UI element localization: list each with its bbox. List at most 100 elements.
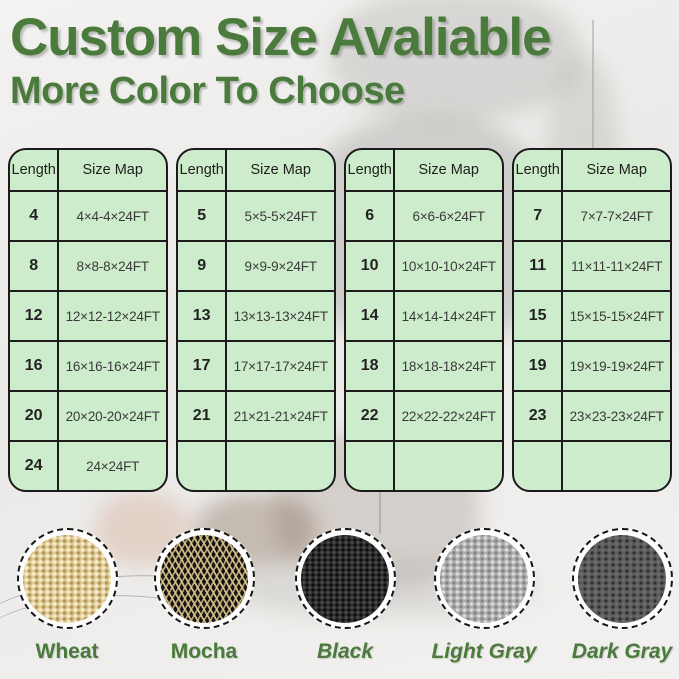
table-row: 19 19×19-19×24FT — [514, 340, 670, 392]
table-row: 20 20×20-20×24FT — [10, 390, 166, 442]
table-row: 10 10×10-10×24FT — [346, 240, 502, 292]
size-map-value: 19×19-19×24FT — [561, 340, 670, 392]
length-column-header: Length — [178, 150, 228, 192]
size-map-value: 6×6-6×24FT — [393, 190, 502, 242]
size-map-value: 18×18-18×24FT — [393, 340, 502, 392]
size-map-value: 24×24FT — [57, 440, 166, 490]
table-row: 11 11×11-11×24FT — [514, 240, 670, 292]
table-row: 7 7×7-7×24FT — [514, 190, 670, 242]
table-row: 12 12×12-12×24FT — [10, 290, 166, 342]
swatch-circle — [294, 528, 396, 629]
table-row — [178, 440, 334, 490]
length-value: 5 — [178, 190, 228, 242]
size-map-value: 11×11-11×24FT — [561, 240, 670, 292]
table-row: 18 18×18-18×24FT — [346, 340, 502, 392]
swatch-label: Dark Gray — [571, 640, 673, 663]
length-value: 12 — [10, 290, 60, 342]
table-row: 6 6×6-6×24FT — [346, 190, 502, 242]
length-value: 9 — [178, 240, 228, 292]
size-map-value: 15×15-15×24FT — [561, 290, 670, 342]
length-value: 13 — [178, 290, 228, 342]
size-map-column-header: Size Map — [57, 150, 166, 192]
length-value: 20 — [10, 390, 60, 442]
length-value: 11 — [514, 240, 564, 292]
size-map-value: 16×16-16×24FT — [57, 340, 166, 392]
size-map-value: 14×14-14×24FT — [393, 290, 502, 342]
light-gray-fabric-texture — [440, 534, 528, 623]
size-table-4: Length Size Map 7 7×7-7×24FT 11 11×11-11×24… — [512, 148, 672, 492]
size-map-value: 4×4-4×24FT — [57, 190, 166, 242]
size-map-value: 8×8-8×24FT — [57, 240, 166, 292]
size-map-value: 20×20-20×24FT — [57, 390, 166, 442]
size-map-value: 23×23-23×24FT — [561, 390, 670, 442]
size-table-2: Length Size Map 5 5×5-5×24FT 9 9×9-9×24FT 13… — [176, 148, 336, 492]
table-row: 4 4×4-4×24FT — [10, 190, 166, 242]
length-column-header: Length — [10, 150, 60, 192]
wheat-fabric-texture — [23, 534, 111, 623]
swatch-label: Black — [316, 640, 374, 663]
swatch-dark-gray: Dark Gray — [552, 528, 679, 664]
length-value: 7 — [514, 190, 564, 242]
length-value: 10 — [346, 240, 396, 292]
length-value: 8 — [10, 240, 60, 292]
size-map-value: 17×17-17×24FT — [225, 340, 334, 392]
swatch-light-gray: Light Gray — [414, 528, 554, 664]
page-subtitle: More Color To Choose — [10, 70, 405, 113]
length-value: 22 — [346, 390, 396, 442]
swatch-label: Mocha — [170, 640, 238, 663]
length-value: 19 — [514, 340, 564, 392]
table-row — [346, 440, 502, 490]
length-value: 23 — [514, 390, 564, 442]
table-row: 14 14×14-14×24FT — [346, 290, 502, 342]
table-header-row: Length Size Map — [514, 150, 670, 192]
swatch-circle — [16, 528, 118, 629]
length-value: 17 — [178, 340, 228, 392]
table-header-row: Length Size Map — [178, 150, 334, 192]
length-value: 4 — [10, 190, 60, 242]
background-blob — [330, 0, 580, 120]
size-map-value: 13×13-13×24FT — [225, 290, 334, 342]
length-value: 24 — [10, 440, 60, 490]
size-map-value: 7×7-7×24FT — [561, 190, 670, 242]
swatch-circle — [571, 528, 673, 629]
length-value: 18 — [346, 340, 396, 392]
length-value: 6 — [346, 190, 396, 242]
size-table-1: Length Size Map 4 4×4-4×24FT 8 8×8-8×24FT 12… — [8, 148, 168, 492]
table-row: 22 22×22-22×24FT — [346, 390, 502, 442]
size-map-value — [561, 440, 670, 490]
table-row: 8 8×8-8×24FT — [10, 240, 166, 292]
swatch-wheat: Wheat — [0, 528, 137, 664]
size-map-value: 5×5-5×24FT — [225, 190, 334, 242]
size-map-column-header: Size Map — [393, 150, 502, 192]
length-value: 16 — [10, 340, 60, 392]
swatch-mocha: Mocha — [134, 528, 274, 664]
table-row: 9 9×9-9×24FT — [178, 240, 334, 292]
swatch-black: Black — [275, 528, 415, 664]
table-row: 5 5×5-5×24FT — [178, 190, 334, 242]
size-map-value — [393, 440, 502, 490]
swatch-circle — [433, 528, 535, 629]
length-value — [346, 440, 396, 490]
size-map-column-header: Size Map — [561, 150, 670, 192]
table-row: 17 17×17-17×24FT — [178, 340, 334, 392]
thread-line — [379, 488, 381, 534]
length-column-header: Length — [346, 150, 396, 192]
length-value: 21 — [178, 390, 228, 442]
size-map-value: 9×9-9×24FT — [225, 240, 334, 292]
table-header-row: Length Size Map — [346, 150, 502, 192]
table-row: 15 15×15-15×24FT — [514, 290, 670, 342]
table-header-row: Length Size Map — [10, 150, 166, 192]
thread-line — [592, 20, 594, 165]
size-map-value: 12×12-12×24FT — [57, 290, 166, 342]
size-table-3: Length Size Map 6 6×6-6×24FT 10 10×10-10×24… — [344, 148, 504, 492]
size-map-column-header: Size Map — [225, 150, 334, 192]
table-row: 16 16×16-16×24FT — [10, 340, 166, 392]
size-map-value — [225, 440, 334, 490]
length-value — [178, 440, 228, 490]
page-title: Custom Size Avaliable — [10, 8, 552, 67]
length-value: 15 — [514, 290, 564, 342]
header-block: Custom Size Avaliable More Color To Choo… — [10, 8, 670, 112]
table-row: 24 24×24FT — [10, 440, 166, 490]
length-value: 14 — [346, 290, 396, 342]
